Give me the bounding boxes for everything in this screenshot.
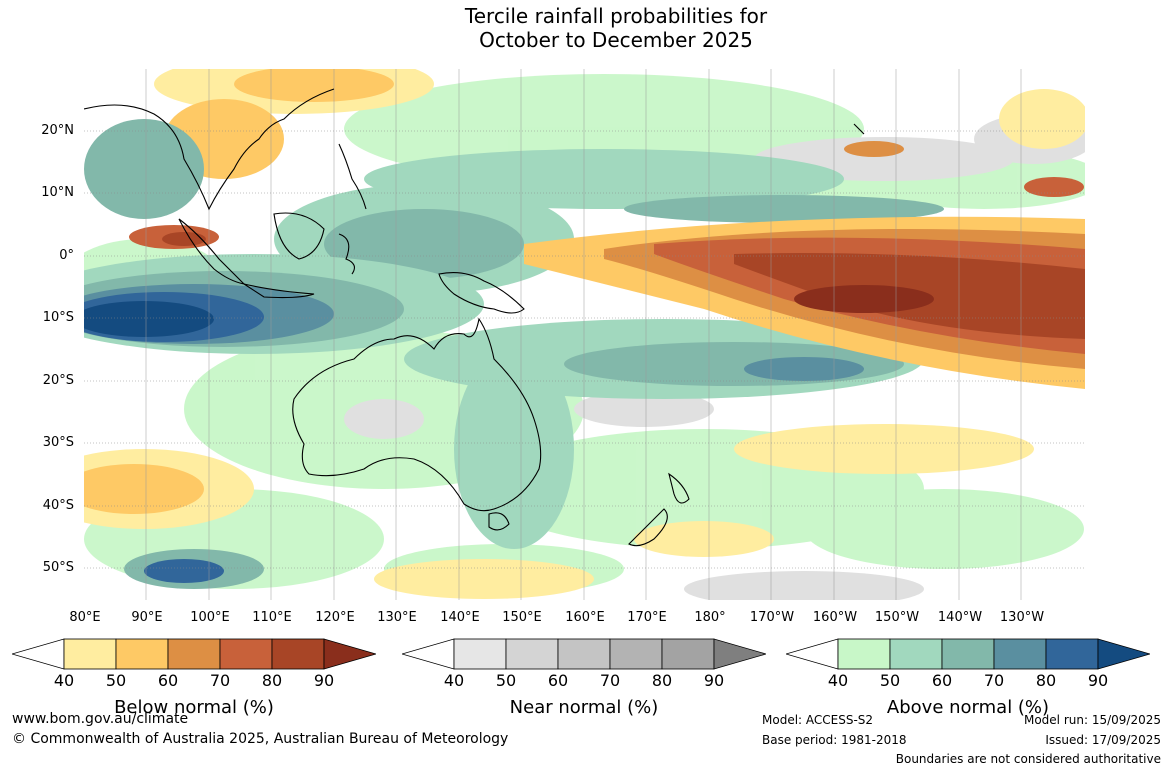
model-run-date: Model run: 15/09/2025 (1023, 713, 1161, 727)
above-segment-1 (837, 638, 891, 670)
map-title-line-1: Tercile rainfall probabilities for (464, 4, 768, 28)
below-tick-70: 70 (209, 671, 231, 690)
map-gridlines (84, 130, 1085, 569)
map-meridians (145, 69, 1022, 600)
lat-label-20s: 20°S (42, 373, 74, 388)
near-segment-3 (557, 638, 611, 670)
tasmania-coast (488, 512, 510, 531)
lon-label-160e: 160°E (565, 610, 605, 625)
above-segment-2 (889, 638, 943, 670)
near-lower-extension (400, 638, 455, 670)
below-segment-3 (167, 638, 221, 670)
sulawesi-coast (338, 233, 355, 275)
copyright-text: © Commonwealth of Australia 2025, Austra… (12, 731, 509, 747)
lon-label-150e: 150°E (502, 610, 542, 625)
lon-label-120e: 120°E (315, 610, 355, 625)
below-lower-extension (10, 638, 65, 670)
boundaries-disclaimer: Boundaries are not considered authoritat… (895, 752, 1161, 766)
lon-label-130w: 130°W (999, 610, 1045, 625)
lat-label-30s: 30°S (42, 435, 74, 450)
lon-label-110e: 110°E (252, 610, 292, 625)
near-tick-90: 90 (703, 671, 725, 690)
below-normal-pacific-tongue (129, 141, 1085, 389)
lon-label-80e: 80°E (69, 610, 101, 625)
near-upper-extension (713, 638, 768, 670)
lat-label-10s: 10°S (42, 310, 74, 325)
above-tick-80: 80 (1035, 671, 1057, 690)
above-tick-40: 40 (827, 671, 849, 690)
below-tick-50: 50 (105, 671, 127, 690)
base-period: Base period: 1981-2018 (762, 733, 907, 747)
near-tick-40: 40 (443, 671, 465, 690)
above-upper-extension (1097, 638, 1152, 670)
above-segment-5 (1045, 638, 1099, 670)
lon-label-100e: 100°E (190, 610, 230, 625)
near-segment-2 (505, 638, 559, 670)
java-coast (243, 283, 315, 299)
below-segment-4 (219, 638, 273, 670)
near-segment-5 (661, 638, 715, 670)
below-normal-colorbar (10, 638, 378, 670)
philippines-coast (338, 143, 367, 210)
new-zealand-coast (628, 472, 690, 547)
lat-label-50s: 50°S (42, 560, 74, 575)
above-normal-title: Above normal (%) (886, 697, 1050, 718)
borneo-coast (273, 212, 325, 260)
lat-label-20n: 20°N (41, 123, 74, 138)
lon-label-90e: 90°E (131, 610, 163, 625)
lon-label-130e: 130°E (377, 610, 417, 625)
hawaii-coast (853, 123, 865, 135)
above-lower-extension (784, 638, 839, 670)
lon-label-140e: 140°E (440, 610, 480, 625)
se-asia-coast (84, 88, 335, 211)
issued-date: Issued: 17/09/2025 (1045, 733, 1161, 747)
below-tick-80: 80 (261, 671, 283, 690)
near-normal-colorbar (400, 638, 768, 670)
lon-label-170e: 170°E (627, 610, 667, 625)
near-normal-title: Near normal (%) (509, 697, 659, 718)
model-name: Model: ACCESS-S2 (762, 713, 874, 727)
below-tick-40: 40 (53, 671, 75, 690)
rainfall-probability-map[interactable] (84, 69, 1085, 600)
below-segment-2 (115, 638, 169, 670)
above-tick-50: 50 (879, 671, 901, 690)
map-title-line-2: October to December 2025 (479, 28, 753, 52)
map-title: Tercile rainfall probabilities for Octob… (0, 4, 1173, 52)
above-segment-3 (941, 638, 995, 670)
below-segment-5 (271, 638, 325, 670)
lon-label-160w: 160°W (812, 610, 858, 625)
below-normal-title: Below normal (%) (114, 697, 274, 718)
below-tick-60: 60 (157, 671, 179, 690)
lat-label-10n: 10°N (41, 185, 74, 200)
above-tick-60: 60 (931, 671, 953, 690)
near-segment-4 (609, 638, 663, 670)
website-link[interactable]: www.bom.gov.au/climate (12, 711, 189, 727)
below-tick-90: 90 (313, 671, 335, 690)
below-segment-1 (63, 638, 117, 670)
lat-label-40s: 40°S (42, 498, 74, 513)
below-upper-extension (323, 638, 378, 670)
near-tick-80: 80 (651, 671, 673, 690)
near-segment-1 (453, 638, 507, 670)
australia-coast (292, 317, 542, 512)
above-segment-4 (993, 638, 1047, 670)
lon-label-150w: 150°W (874, 610, 920, 625)
map-canvas (84, 69, 1085, 600)
near-tick-70: 70 (599, 671, 621, 690)
lon-label-170w: 170°W (749, 610, 795, 625)
above-tick-70: 70 (983, 671, 1005, 690)
above-normal-belts (84, 119, 944, 589)
lon-label-140w: 140°W (937, 610, 983, 625)
above-tick-90: 90 (1087, 671, 1109, 690)
above-normal-colorbar (784, 638, 1152, 670)
lon-label-180: 180° (694, 610, 726, 625)
lat-label-0: 0° (59, 248, 74, 263)
near-tick-60: 60 (547, 671, 569, 690)
near-tick-50: 50 (495, 671, 517, 690)
new-guinea-coast (438, 272, 525, 314)
coastlines (84, 88, 865, 547)
